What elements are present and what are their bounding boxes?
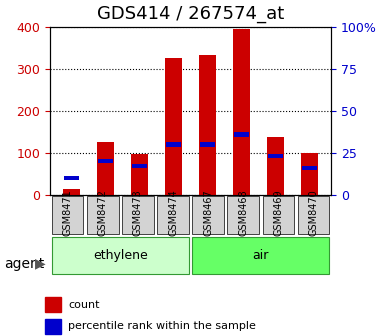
Bar [98,159,113,163]
Text: GSM8469: GSM8469 [273,190,283,236]
Bar [192,237,329,274]
Bar [166,142,181,146]
Text: GSM8470: GSM8470 [308,190,318,237]
Text: ▶: ▶ [35,257,45,271]
Text: GSM8472: GSM8472 [98,190,108,237]
Text: GSM8471: GSM8471 [63,190,73,237]
Text: GSM8473: GSM8473 [133,190,143,237]
Bar [192,196,224,235]
Bar [97,142,114,195]
Title: GDS414 / 267574_at: GDS414 / 267574_at [97,5,284,23]
Bar [268,154,283,158]
Bar [267,137,284,195]
Bar [45,297,62,312]
Text: count: count [68,300,99,309]
Text: percentile rank within the sample: percentile rank within the sample [68,322,256,331]
Text: GSM8467: GSM8467 [203,190,213,237]
Bar [200,142,215,146]
Bar [234,132,249,136]
Bar [131,154,148,195]
Bar [63,188,80,195]
Bar [157,196,189,235]
Bar [52,196,84,235]
Text: air: air [253,249,269,262]
Bar [132,164,147,168]
Bar [301,153,318,195]
Bar [263,196,294,235]
Bar [165,57,182,195]
Bar [199,55,216,195]
Text: agent: agent [4,257,44,271]
Bar [64,176,79,180]
Bar [233,30,250,195]
Bar [228,196,259,235]
Bar [298,196,329,235]
Text: GSM8468: GSM8468 [238,190,248,236]
Bar [45,319,62,334]
Bar [302,166,318,170]
Bar [122,196,154,235]
Text: GSM8474: GSM8474 [168,190,178,237]
Bar [87,196,119,235]
Bar [52,237,189,274]
Text: ethylene: ethylene [93,249,148,262]
